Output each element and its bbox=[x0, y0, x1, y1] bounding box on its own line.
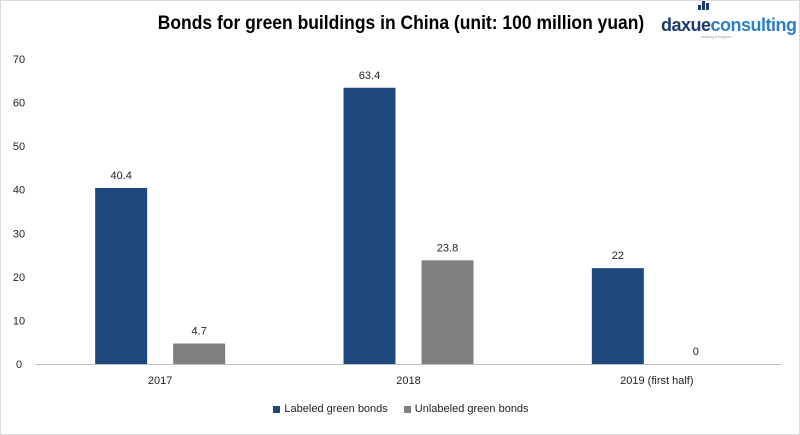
y-tick-label: 40 bbox=[13, 185, 25, 197]
legend-swatch bbox=[273, 405, 281, 413]
legend-label: Labeled green bonds bbox=[284, 403, 388, 415]
bar-chart: 0 10 20 30 40 50 60 70 40.4 4.7 2017 63.4 23.8 2018 22… bbox=[13, 54, 781, 387]
logo-tagline: making it happen bbox=[701, 34, 732, 39]
y-tick-label: 20 bbox=[13, 272, 25, 284]
y-tick-label: 10 bbox=[13, 315, 25, 327]
bar-labeled-0 bbox=[95, 187, 148, 364]
chart-legend: Labeled green bonds Unlabeled green bonds bbox=[1, 403, 800, 416]
bar-unlabeled-0 bbox=[173, 343, 226, 364]
bar-unlabeled-1 bbox=[421, 260, 474, 364]
y-tick-label: 70 bbox=[13, 54, 25, 66]
data-label: 23.8 bbox=[437, 242, 458, 254]
legend-item: Unlabeled green bonds bbox=[403, 403, 529, 415]
y-tick-label: 50 bbox=[13, 141, 25, 153]
data-label: 4.7 bbox=[192, 326, 207, 338]
y-tick-label: 0 bbox=[16, 359, 22, 371]
x-category-label: 2018 bbox=[396, 375, 420, 387]
daxue-consulting-logo: daxueconsulting making it happen bbox=[661, 1, 800, 39]
data-label: 63.4 bbox=[359, 70, 380, 82]
logo-text-part2: consulting bbox=[710, 15, 798, 35]
chart-title: Bonds for green buildings in China (unit… bbox=[157, 13, 645, 34]
legend-label: Unlabeled green bonds bbox=[414, 403, 529, 415]
bar-labeled-2 bbox=[591, 268, 644, 364]
data-label: 0 bbox=[693, 346, 699, 358]
y-tick-label: 60 bbox=[13, 98, 25, 110]
logo-text-part1: daxue bbox=[661, 15, 711, 35]
bar-labeled-1 bbox=[343, 87, 396, 364]
data-label: 22 bbox=[612, 250, 624, 262]
x-category-label: 2019 (first half) bbox=[620, 375, 693, 387]
x-category-label: 2017 bbox=[148, 375, 172, 387]
data-label: 40.4 bbox=[110, 170, 131, 182]
y-tick-label: 30 bbox=[13, 228, 25, 240]
legend-item: Labeled green bonds bbox=[273, 403, 388, 415]
legend-swatch bbox=[403, 405, 411, 413]
